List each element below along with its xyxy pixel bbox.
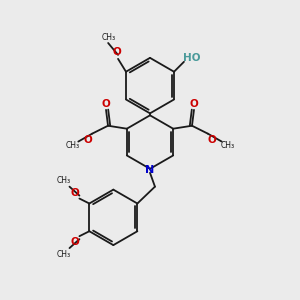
- Text: O: O: [113, 47, 122, 57]
- Text: CH₃: CH₃: [56, 250, 70, 259]
- Text: N: N: [146, 165, 154, 175]
- Text: O: O: [70, 188, 79, 198]
- Text: O: O: [102, 99, 110, 109]
- Text: O: O: [207, 135, 216, 145]
- Text: O: O: [84, 135, 93, 145]
- Text: HO: HO: [183, 53, 201, 63]
- Text: O: O: [70, 237, 79, 247]
- Text: CH₃: CH₃: [102, 33, 116, 42]
- Text: CH₃: CH₃: [220, 141, 235, 150]
- Text: CH₃: CH₃: [65, 141, 80, 150]
- Text: O: O: [190, 99, 198, 109]
- Text: CH₃: CH₃: [56, 176, 70, 185]
